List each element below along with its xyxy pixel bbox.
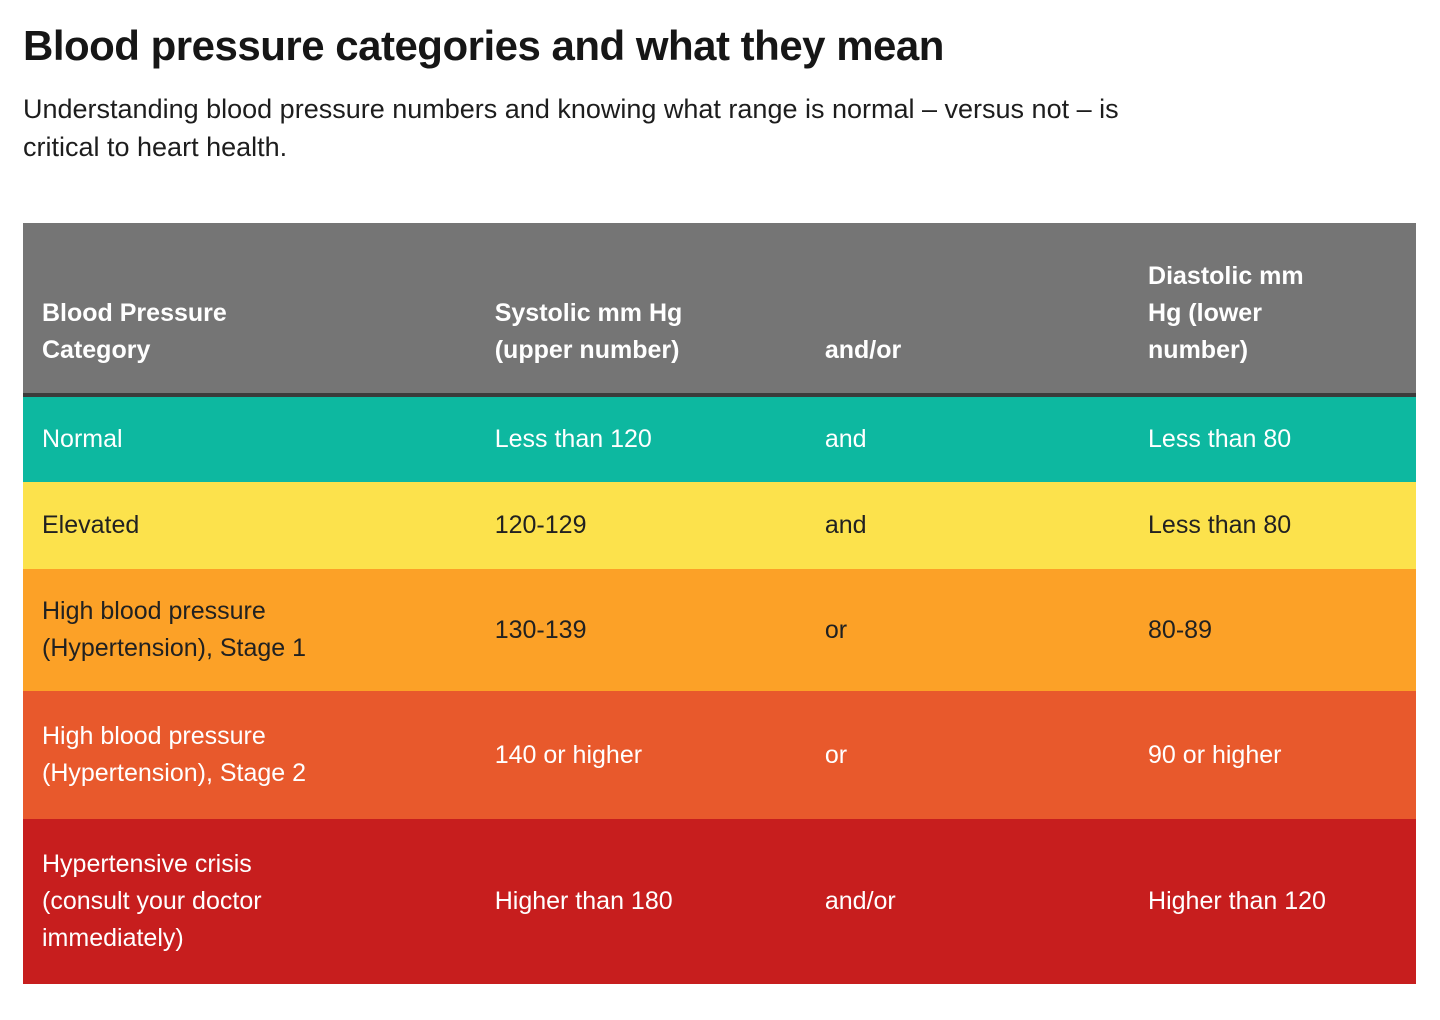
column-header-andor: and/or (824, 336, 902, 365)
column-header-category: Blood Pressure Category (42, 299, 227, 365)
systolic-cell: Less than 120 (494, 425, 652, 454)
systolic-cell: 120-129 (494, 511, 587, 540)
category-cell: Normal (42, 425, 123, 454)
connector-cell: and/or (824, 887, 896, 916)
diastolic-cell: Less than 80 (1148, 511, 1292, 540)
diastolic-cell: 90 or higher (1148, 740, 1282, 769)
connector-cell: or (824, 615, 848, 644)
blood-pressure-table: Blood Pressure Category Systolic mm Hg (… (23, 223, 1416, 985)
connector-cell: or (824, 740, 848, 769)
column-header-diastolic: Diastolic mm Hg (lower number) (1148, 262, 1304, 365)
category-cell: High blood pressure (Hypertension), Stag… (42, 597, 307, 663)
article-content: Blood pressure categories and what they … (23, 22, 1416, 985)
table-row-normal: Normal Less than 120 and Less than 80 (23, 397, 1416, 483)
connector-cell: and (824, 511, 867, 540)
page-title: Blood pressure categories and what they … (23, 22, 944, 69)
diastolic-cell: Less than 80 (1148, 425, 1292, 454)
table-row-elevated: Elevated 120-129 and Less than 80 (23, 482, 1416, 570)
header-divider (23, 393, 1416, 398)
table-row-hypertensive-crisis: Hypertensive crisis (consult your doctor… (23, 819, 1416, 985)
page-subtitle: Understanding blood pressure numbers and… (23, 94, 1119, 163)
category-cell: High blood pressure (Hypertension), Stag… (42, 722, 307, 788)
diastolic-cell: Higher than 120 (1148, 887, 1326, 916)
category-cell: Hypertensive crisis (consult your doctor… (42, 850, 262, 953)
table-header-row: Blood Pressure Category Systolic mm Hg (… (23, 223, 1416, 394)
table-row-hypertension-stage-1: High blood pressure (Hypertension), Stag… (23, 569, 1416, 692)
systolic-cell: 130-139 (494, 615, 587, 644)
connector-cell: and (824, 425, 867, 454)
systolic-cell: 140 or higher (494, 740, 643, 769)
table-row-hypertension-stage-2: High blood pressure (Hypertension), Stag… (23, 691, 1416, 820)
column-header-systolic: Systolic mm Hg (upper number) (494, 299, 683, 365)
category-cell: Elevated (42, 511, 140, 540)
diastolic-cell: 80-89 (1148, 615, 1212, 644)
systolic-cell: Higher than 180 (494, 887, 673, 916)
